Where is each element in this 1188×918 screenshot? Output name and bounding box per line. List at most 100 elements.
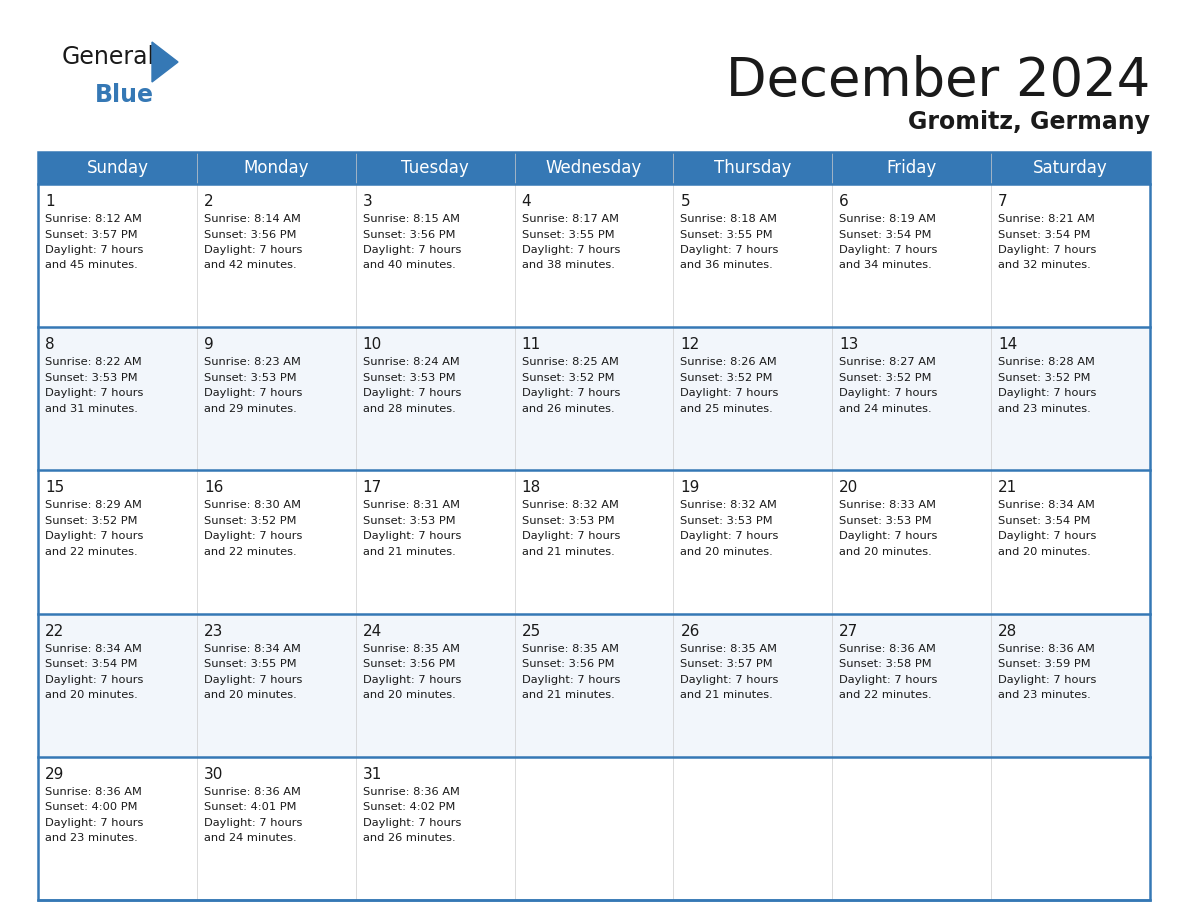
Text: and 22 minutes.: and 22 minutes.	[45, 547, 138, 557]
Bar	[38, 327, 1150, 470]
Text: Daylight: 7 hours: Daylight: 7 hours	[45, 388, 144, 398]
Text: 2: 2	[204, 194, 214, 209]
Text: Monday: Monday	[244, 159, 309, 177]
Text: 28: 28	[998, 623, 1017, 639]
Text: Sunset: 3:55 PM: Sunset: 3:55 PM	[681, 230, 773, 240]
Text: 20: 20	[839, 480, 859, 496]
Text: 3: 3	[362, 194, 373, 209]
Text: and 20 minutes.: and 20 minutes.	[839, 547, 933, 557]
Text: Daylight: 7 hours: Daylight: 7 hours	[45, 675, 144, 685]
Text: Sunset: 4:01 PM: Sunset: 4:01 PM	[204, 802, 296, 812]
Text: Sunset: 3:53 PM: Sunset: 3:53 PM	[204, 373, 297, 383]
Text: Sunrise: 8:22 AM: Sunrise: 8:22 AM	[45, 357, 141, 367]
Text: and 20 minutes.: and 20 minutes.	[681, 547, 773, 557]
Text: Sunrise: 8:36 AM: Sunrise: 8:36 AM	[45, 787, 141, 797]
Text: and 26 minutes.: and 26 minutes.	[362, 834, 455, 844]
Text: Daylight: 7 hours: Daylight: 7 hours	[45, 245, 144, 255]
Text: 16: 16	[204, 480, 223, 496]
Text: Daylight: 7 hours: Daylight: 7 hours	[681, 675, 779, 685]
Text: Sunrise: 8:36 AM: Sunrise: 8:36 AM	[998, 644, 1095, 654]
Text: and 42 minutes.: and 42 minutes.	[204, 261, 297, 271]
Text: Sunset: 3:57 PM: Sunset: 3:57 PM	[45, 230, 138, 240]
Bar	[38, 470, 1150, 613]
Text: Sunrise: 8:35 AM: Sunrise: 8:35 AM	[681, 644, 777, 654]
Text: Daylight: 7 hours: Daylight: 7 hours	[522, 388, 620, 398]
Text: Sunset: 3:54 PM: Sunset: 3:54 PM	[45, 659, 138, 669]
Text: 8: 8	[45, 337, 55, 353]
Text: and 20 minutes.: and 20 minutes.	[362, 690, 455, 700]
Text: and 23 minutes.: and 23 minutes.	[998, 404, 1091, 414]
Bar	[38, 152, 1150, 900]
Text: and 45 minutes.: and 45 minutes.	[45, 261, 138, 271]
Text: and 38 minutes.: and 38 minutes.	[522, 261, 614, 271]
Text: Sunrise: 8:27 AM: Sunrise: 8:27 AM	[839, 357, 936, 367]
Text: Sunset: 3:52 PM: Sunset: 3:52 PM	[681, 373, 773, 383]
Text: Sunset: 3:52 PM: Sunset: 3:52 PM	[204, 516, 296, 526]
Text: Daylight: 7 hours: Daylight: 7 hours	[204, 675, 302, 685]
Text: Sunset: 3:56 PM: Sunset: 3:56 PM	[362, 230, 455, 240]
Text: Sunrise: 8:29 AM: Sunrise: 8:29 AM	[45, 500, 141, 510]
Text: Wednesday: Wednesday	[545, 159, 643, 177]
Text: and 22 minutes.: and 22 minutes.	[839, 690, 931, 700]
Text: 15: 15	[45, 480, 64, 496]
Text: Sunrise: 8:34 AM: Sunrise: 8:34 AM	[45, 644, 141, 654]
Bar	[38, 756, 1150, 900]
Text: 23: 23	[204, 623, 223, 639]
Text: and 32 minutes.: and 32 minutes.	[998, 261, 1091, 271]
Text: Daylight: 7 hours: Daylight: 7 hours	[998, 532, 1097, 542]
Text: and 21 minutes.: and 21 minutes.	[522, 690, 614, 700]
Text: Sunset: 4:00 PM: Sunset: 4:00 PM	[45, 802, 138, 812]
Text: Daylight: 7 hours: Daylight: 7 hours	[681, 388, 779, 398]
Text: Sunset: 3:56 PM: Sunset: 3:56 PM	[522, 659, 614, 669]
Text: Sunrise: 8:19 AM: Sunrise: 8:19 AM	[839, 214, 936, 224]
Text: Sunrise: 8:24 AM: Sunrise: 8:24 AM	[362, 357, 460, 367]
Text: Daylight: 7 hours: Daylight: 7 hours	[204, 818, 302, 828]
Text: Daylight: 7 hours: Daylight: 7 hours	[522, 675, 620, 685]
Text: Daylight: 7 hours: Daylight: 7 hours	[362, 532, 461, 542]
Text: Daylight: 7 hours: Daylight: 7 hours	[204, 388, 302, 398]
Text: 7: 7	[998, 194, 1007, 209]
Text: Sunset: 3:54 PM: Sunset: 3:54 PM	[998, 230, 1091, 240]
Text: and 20 minutes.: and 20 minutes.	[45, 690, 138, 700]
Text: and 28 minutes.: and 28 minutes.	[362, 404, 455, 414]
Text: Sunrise: 8:17 AM: Sunrise: 8:17 AM	[522, 214, 619, 224]
Text: Sunrise: 8:31 AM: Sunrise: 8:31 AM	[362, 500, 460, 510]
Text: Sunrise: 8:35 AM: Sunrise: 8:35 AM	[362, 644, 460, 654]
Text: Sunrise: 8:23 AM: Sunrise: 8:23 AM	[204, 357, 301, 367]
Text: and 31 minutes.: and 31 minutes.	[45, 404, 138, 414]
Text: and 36 minutes.: and 36 minutes.	[681, 261, 773, 271]
Text: and 24 minutes.: and 24 minutes.	[839, 404, 931, 414]
Text: 19: 19	[681, 480, 700, 496]
Text: Sunset: 3:53 PM: Sunset: 3:53 PM	[45, 373, 138, 383]
Text: and 20 minutes.: and 20 minutes.	[204, 690, 297, 700]
Text: 13: 13	[839, 337, 859, 353]
Text: Sunrise: 8:32 AM: Sunrise: 8:32 AM	[522, 500, 619, 510]
Text: 4: 4	[522, 194, 531, 209]
Text: 14: 14	[998, 337, 1017, 353]
Text: Sunset: 4:02 PM: Sunset: 4:02 PM	[362, 802, 455, 812]
Text: Saturday: Saturday	[1034, 159, 1108, 177]
Text: Daylight: 7 hours: Daylight: 7 hours	[839, 532, 937, 542]
Text: Daylight: 7 hours: Daylight: 7 hours	[839, 388, 937, 398]
Text: 24: 24	[362, 623, 383, 639]
Text: 9: 9	[204, 337, 214, 353]
Text: Sunrise: 8:34 AM: Sunrise: 8:34 AM	[204, 644, 301, 654]
Text: 11: 11	[522, 337, 541, 353]
Text: and 25 minutes.: and 25 minutes.	[681, 404, 773, 414]
Text: Daylight: 7 hours: Daylight: 7 hours	[998, 675, 1097, 685]
Text: and 40 minutes.: and 40 minutes.	[362, 261, 455, 271]
Text: and 23 minutes.: and 23 minutes.	[998, 690, 1091, 700]
Text: Sunday: Sunday	[87, 159, 148, 177]
Polygon shape	[152, 42, 178, 82]
Text: and 34 minutes.: and 34 minutes.	[839, 261, 933, 271]
Text: Sunset: 3:55 PM: Sunset: 3:55 PM	[204, 659, 297, 669]
Text: 1: 1	[45, 194, 55, 209]
Text: 18: 18	[522, 480, 541, 496]
Text: Daylight: 7 hours: Daylight: 7 hours	[681, 532, 779, 542]
Text: Sunrise: 8:36 AM: Sunrise: 8:36 AM	[362, 787, 460, 797]
Text: Sunrise: 8:21 AM: Sunrise: 8:21 AM	[998, 214, 1095, 224]
Text: and 29 minutes.: and 29 minutes.	[204, 404, 297, 414]
Text: Daylight: 7 hours: Daylight: 7 hours	[204, 245, 302, 255]
Text: Sunset: 3:55 PM: Sunset: 3:55 PM	[522, 230, 614, 240]
Text: Sunrise: 8:15 AM: Sunrise: 8:15 AM	[362, 214, 460, 224]
